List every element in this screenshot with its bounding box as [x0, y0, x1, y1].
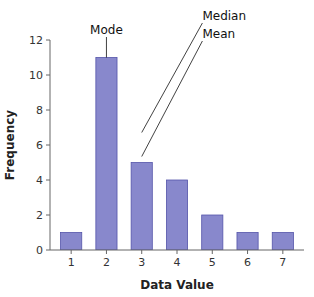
y-tick [46, 75, 50, 76]
y-tick [46, 40, 50, 41]
y-tick-label: 6 [36, 139, 43, 152]
y-tick-label: 2 [36, 209, 43, 222]
y-tick [46, 250, 50, 251]
bar [96, 58, 117, 251]
x-tick [247, 250, 248, 254]
x-tick [106, 250, 107, 254]
annotation: Mode [90, 23, 123, 37]
chart: 0246810121234567Data ValueFrequencyModeM… [0, 0, 314, 297]
x-tick-label: 3 [138, 256, 145, 269]
annotation-line [142, 41, 203, 157]
annotation-line [106, 37, 107, 58]
x-tick-label: 4 [174, 256, 181, 269]
y-tick-label: 10 [29, 69, 43, 82]
x-tick-label: 7 [279, 256, 286, 269]
x-tick-label: 2 [103, 256, 110, 269]
y-tick-label: 12 [29, 34, 43, 47]
x-tick [177, 250, 178, 254]
y-tick-label: 0 [36, 244, 43, 257]
y-tick [46, 215, 50, 216]
bar [272, 233, 293, 251]
annotation: Median [202, 9, 246, 23]
y-tick-label: 4 [36, 174, 43, 187]
bars [61, 58, 294, 251]
x-tick-label: 6 [244, 256, 251, 269]
y-axis-label: Frequency [3, 110, 17, 180]
bar [202, 215, 223, 250]
annotation-line [142, 23, 203, 133]
y-tick-label: 8 [36, 104, 43, 117]
y-tick [46, 180, 50, 181]
x-tick-label: 1 [68, 256, 75, 269]
annotation: Mean [202, 27, 235, 41]
bar [61, 233, 82, 251]
x-axis-label: Data Value [140, 278, 214, 292]
y-tick [46, 110, 50, 111]
x-tick [141, 250, 142, 254]
x-tick [212, 250, 213, 254]
bar [237, 233, 258, 251]
bar [131, 163, 152, 251]
x-tick [71, 250, 72, 254]
bar [166, 180, 187, 250]
y-tick [46, 145, 50, 146]
x-tick-label: 5 [209, 256, 216, 269]
x-tick [282, 250, 283, 254]
chart-container: 0246810121234567Data ValueFrequencyModeM… [0, 0, 314, 297]
